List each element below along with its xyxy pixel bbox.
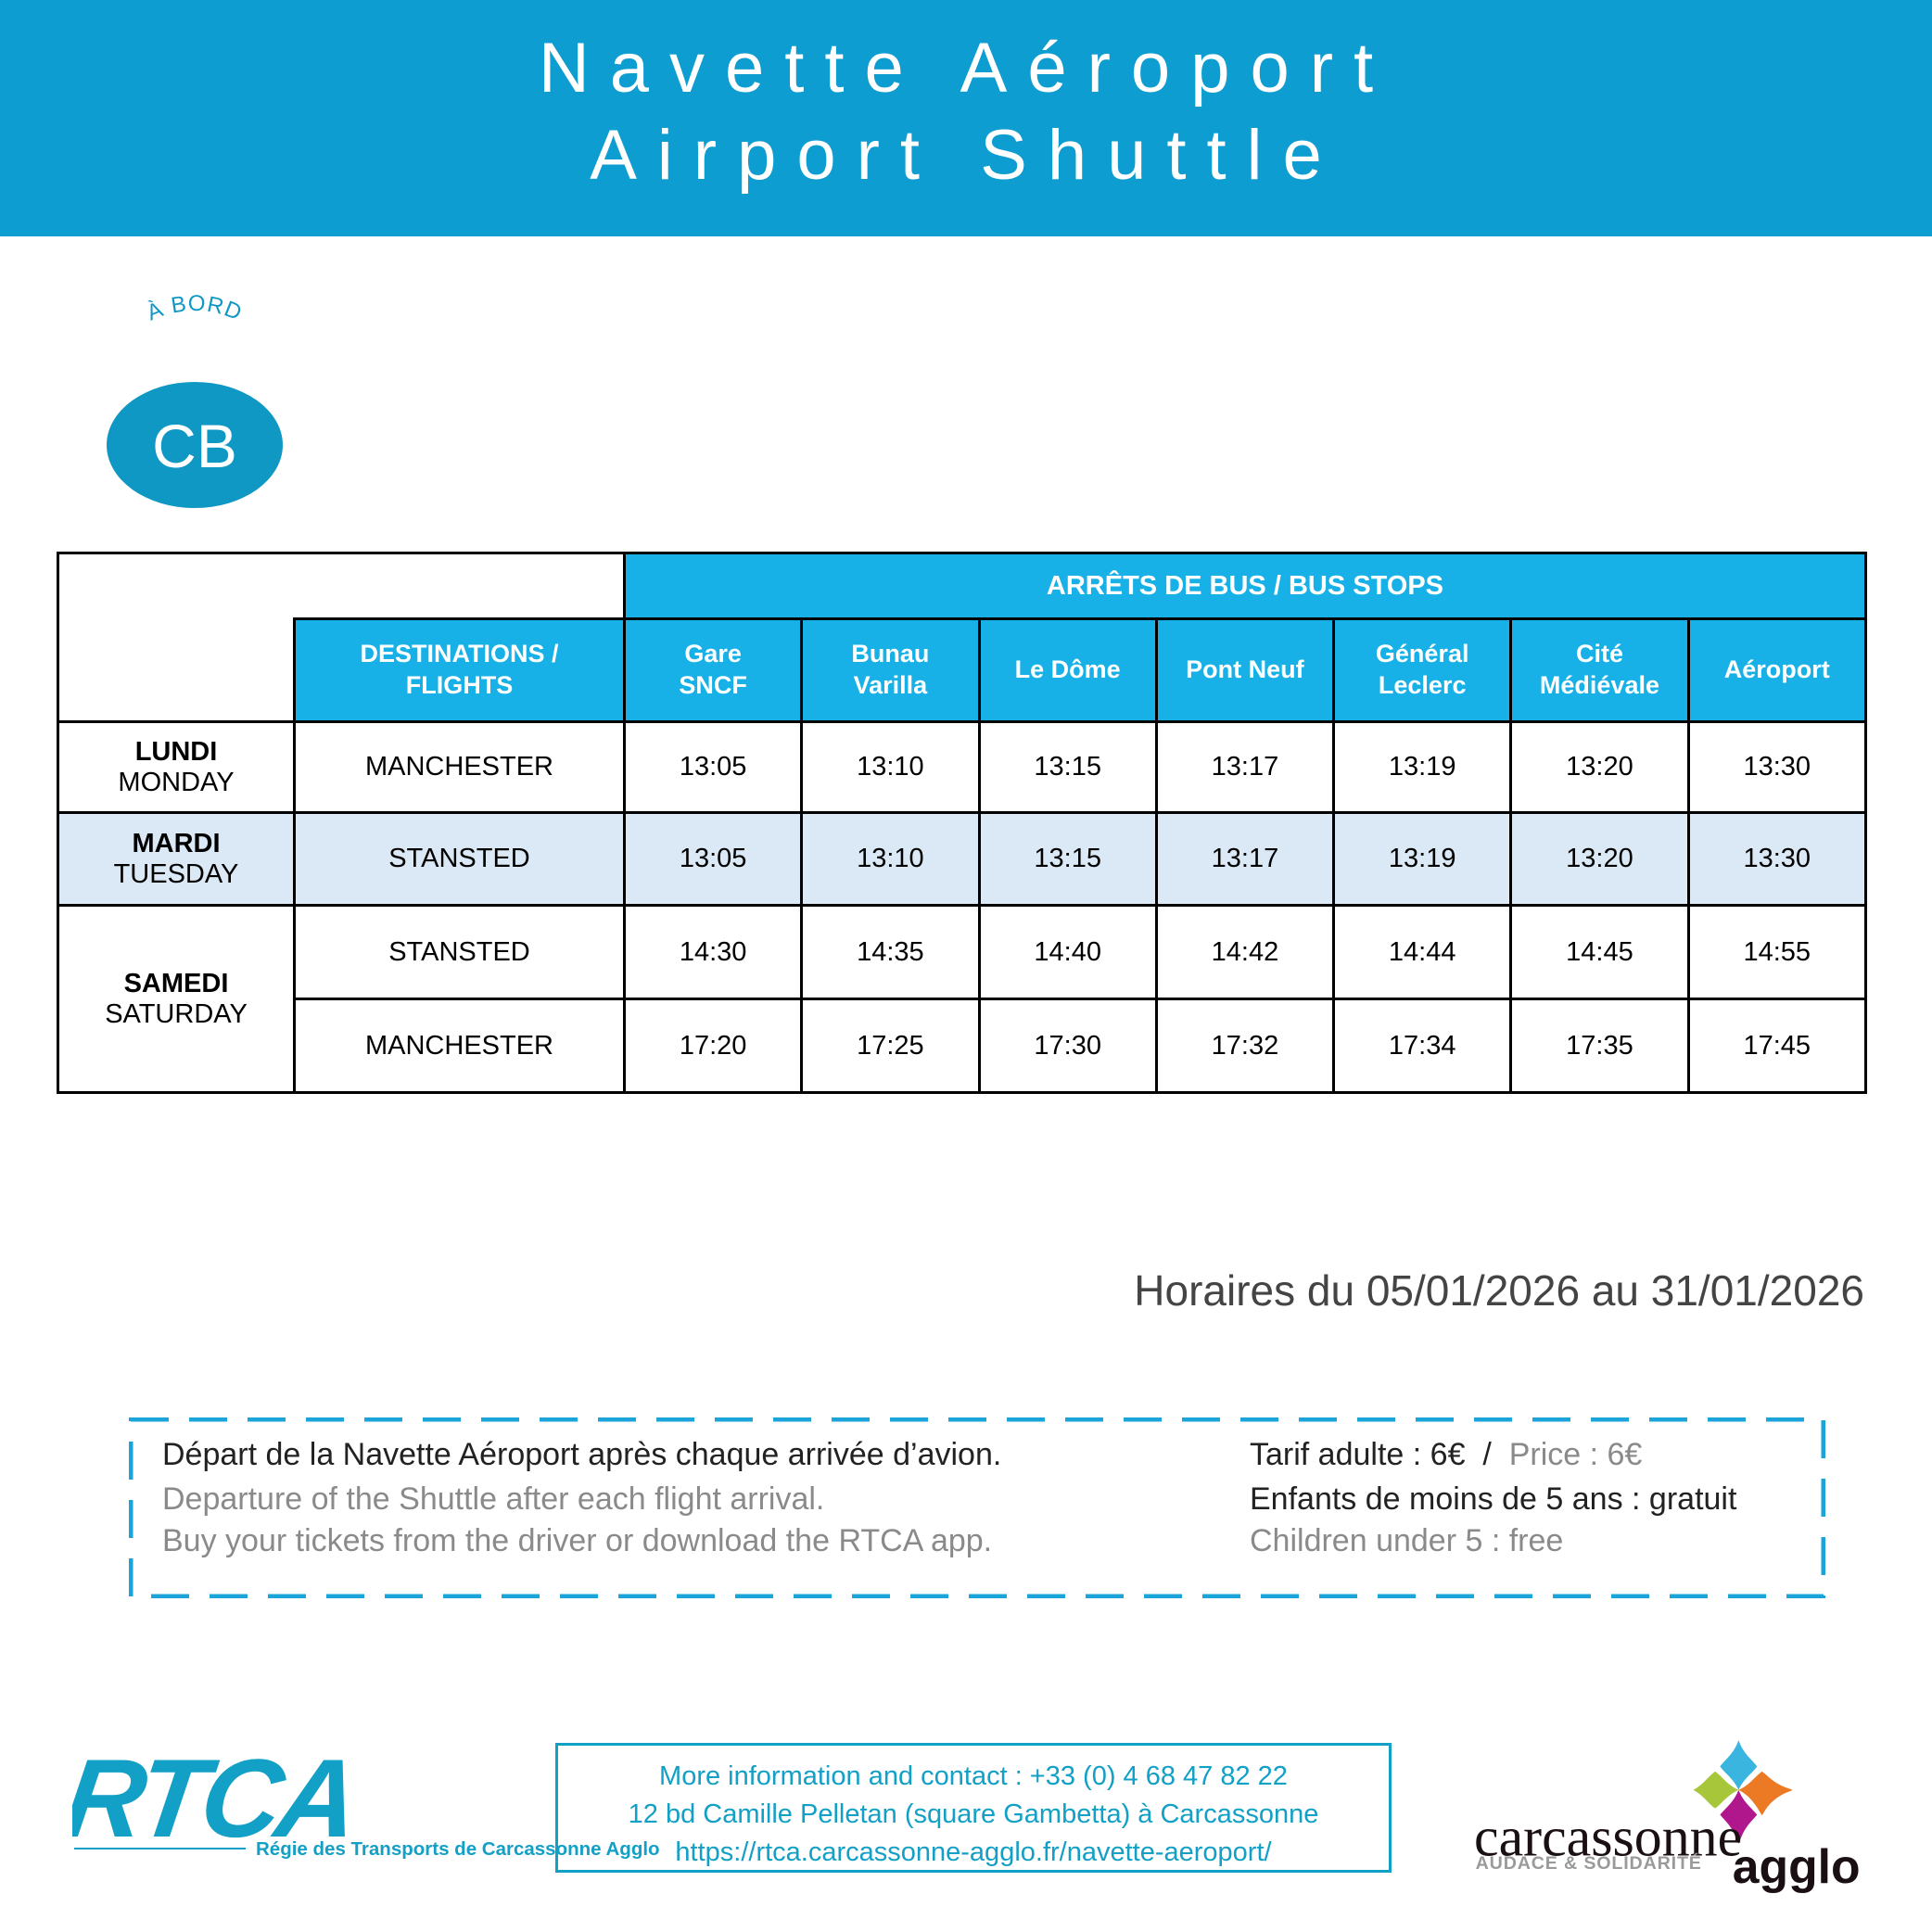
svg-text:À BORD: À BORD <box>144 291 247 326</box>
svg-text:CB: CB <box>152 412 237 480</box>
